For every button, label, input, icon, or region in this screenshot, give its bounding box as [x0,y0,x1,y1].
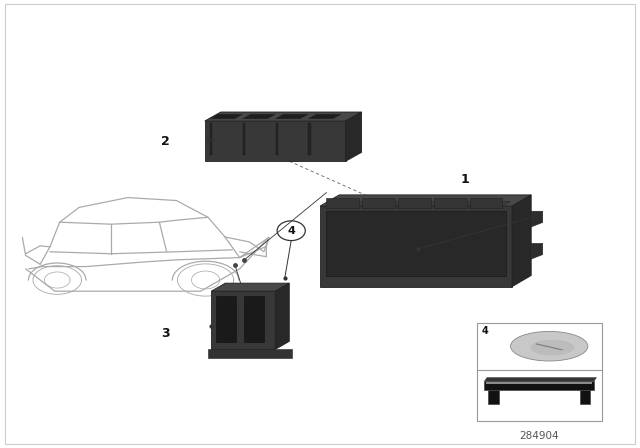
Polygon shape [512,195,531,287]
Polygon shape [486,382,592,384]
Text: 4: 4 [482,326,489,336]
Polygon shape [320,195,531,206]
Polygon shape [210,114,243,119]
Bar [477,323,602,421]
Polygon shape [470,202,510,206]
Polygon shape [326,198,359,208]
Text: 3: 3 [161,327,170,340]
Polygon shape [531,243,543,259]
Polygon shape [211,291,275,349]
Polygon shape [580,390,590,404]
Polygon shape [362,198,395,208]
Polygon shape [308,123,311,155]
Polygon shape [488,390,499,404]
Text: 4: 4 [287,226,295,236]
Polygon shape [243,123,245,155]
Ellipse shape [531,340,574,355]
Polygon shape [326,202,367,206]
Polygon shape [210,123,212,155]
Polygon shape [243,114,275,119]
Polygon shape [484,381,594,390]
Polygon shape [398,198,431,208]
Polygon shape [244,296,264,342]
Polygon shape [275,123,278,155]
Polygon shape [531,211,543,227]
Polygon shape [205,112,362,121]
Polygon shape [216,296,236,342]
Polygon shape [208,349,292,358]
Text: 284904: 284904 [520,431,559,441]
Polygon shape [398,202,438,206]
Polygon shape [211,283,289,291]
Polygon shape [434,198,467,208]
Polygon shape [205,121,346,161]
Polygon shape [470,198,502,208]
Polygon shape [326,211,506,276]
Text: 2: 2 [161,134,170,148]
Text: 1: 1 [461,172,470,186]
Polygon shape [275,114,308,119]
Polygon shape [362,202,403,206]
Ellipse shape [511,332,588,361]
Polygon shape [275,283,289,349]
Polygon shape [434,202,474,206]
Polygon shape [346,112,362,161]
Polygon shape [484,378,596,381]
Polygon shape [308,114,341,119]
Polygon shape [320,206,512,287]
